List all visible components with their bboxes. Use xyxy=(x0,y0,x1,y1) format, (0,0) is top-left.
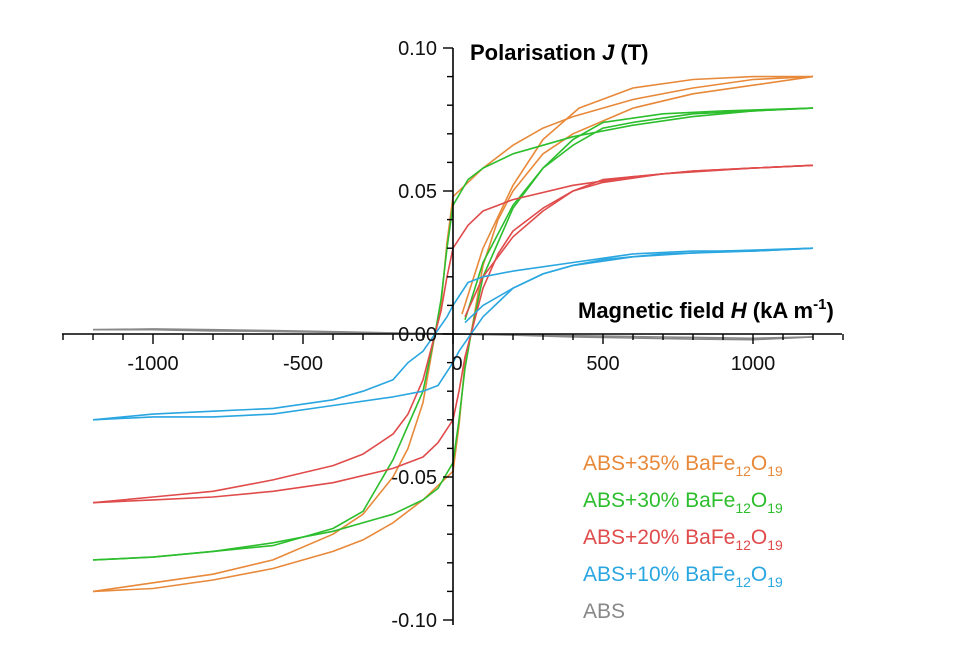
legend-entry-sub1: 12 xyxy=(735,537,751,553)
legend-entry: ABS+10% BaFe12O19 xyxy=(583,563,783,590)
x-tick-label: 0 xyxy=(451,353,462,375)
legend-entry-base: ABS+35% BaFe xyxy=(583,452,735,475)
legend-entry-sub2: 19 xyxy=(767,500,783,516)
legend-entry-base: ABS+30% BaFe xyxy=(583,489,735,512)
legend-entry-base: ABS+10% BaFe xyxy=(583,563,735,586)
x-axis-title-unit-sup: -1 xyxy=(813,296,826,313)
series-1-upper-branch xyxy=(92,75,814,593)
legend-entry-mid: O xyxy=(751,452,767,475)
y-axis-title: Polarisation J (T) xyxy=(470,40,649,65)
x-axis-title-var: H xyxy=(731,298,748,323)
x-tick-label: -500 xyxy=(283,353,323,375)
legend-entry: ABS+35% BaFe12O19 xyxy=(583,452,783,479)
series-2-initial-curve xyxy=(464,107,814,320)
y-tick-label: -0.10 xyxy=(391,610,437,632)
legend-entry-mid: O xyxy=(751,489,767,512)
series-4-initial-curve xyxy=(464,247,814,324)
legend-entry-sub2: 19 xyxy=(767,463,783,479)
y-axis-title-text: Polarisation xyxy=(470,40,602,65)
y-ticks: 0.10 0.05 0.00 -0.05 -0.10 xyxy=(391,38,453,632)
x-ticks: -1000 -500 0 500 1000 xyxy=(62,334,844,375)
series-1-lower-branch xyxy=(92,75,814,593)
y-tick-label: 0.05 xyxy=(398,181,437,203)
legend-entry-sub1: 12 xyxy=(735,463,751,479)
y-tick-label: -0.05 xyxy=(391,467,437,489)
series-4-upper-branch xyxy=(92,247,814,421)
axes-layer: -1000 -500 0 500 1000 0.10 0.05 0.00 -0.05 -0.10 xyxy=(62,38,844,632)
x-tick-label: -1000 xyxy=(127,353,178,375)
legend-entry-sub2: 19 xyxy=(767,537,783,553)
x-axis-title-text: Magnetic field xyxy=(578,298,731,323)
legend-entry-sub2: 19 xyxy=(767,574,783,590)
legend-entry-mid: O xyxy=(751,526,767,549)
legend-entry-sub1: 12 xyxy=(735,500,751,516)
legend-entry-base: ABS xyxy=(583,600,625,623)
series-1-initial-curve xyxy=(461,75,813,315)
x-axis-title: Magnetic field H (kA m-1) xyxy=(578,296,834,323)
legend-entry: ABS xyxy=(583,600,625,623)
y-axis-title-unit: (T) xyxy=(614,40,648,65)
x-tick-label: 1000 xyxy=(731,353,776,375)
x-axis-title-unit-pre: (kA m xyxy=(747,298,813,323)
legend-entry-base: ABS+20% BaFe xyxy=(583,526,735,549)
legend-entry: ABS+20% BaFe12O19 xyxy=(583,526,783,553)
x-axis-title-unit-post: ) xyxy=(826,298,833,323)
y-tick-label: 0.00 xyxy=(398,324,437,346)
x-tick-label: 500 xyxy=(586,353,619,375)
legend-entry-sub1: 12 xyxy=(735,574,751,590)
legend-entry-mid: O xyxy=(751,563,767,586)
y-axis-title-var: J xyxy=(602,40,615,65)
legend-entry: ABS+30% BaFe12O19 xyxy=(583,489,783,516)
series-3-upper-branch xyxy=(92,164,814,504)
series-3-initial-curve xyxy=(464,164,814,318)
y-tick-label: 0.10 xyxy=(398,38,437,60)
